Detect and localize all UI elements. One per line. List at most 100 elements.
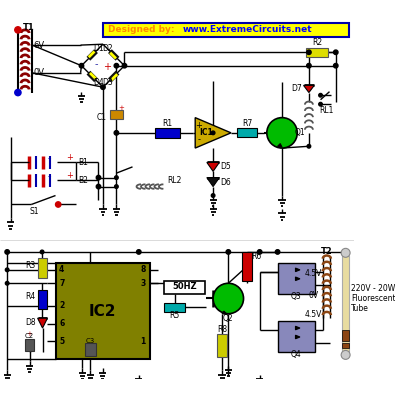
Text: 220V - 20W
Fluorescent
Tube: 220V - 20W Fluorescent Tube	[351, 284, 395, 313]
Text: -: -	[47, 153, 51, 163]
Text: T2: T2	[321, 248, 333, 256]
Text: C2: C2	[25, 333, 34, 339]
Bar	[342, 343, 349, 348]
Text: B1: B1	[78, 158, 88, 167]
Text: +: +	[66, 154, 73, 162]
Text: Q4: Q4	[291, 350, 302, 359]
Polygon shape	[295, 335, 300, 339]
Bar	[38, 290, 47, 309]
Circle shape	[267, 118, 297, 148]
Text: 6V: 6V	[34, 41, 45, 50]
Text: -: -	[94, 59, 98, 69]
Text: www.ExtremeCircuits.net: www.ExtremeCircuits.net	[182, 25, 312, 34]
Text: 0V: 0V	[34, 68, 45, 77]
Circle shape	[226, 250, 231, 254]
Circle shape	[96, 175, 101, 180]
Text: +: +	[118, 105, 124, 111]
Text: D1: D1	[93, 44, 104, 53]
Polygon shape	[195, 118, 231, 148]
Text: 1: 1	[141, 337, 146, 346]
Circle shape	[5, 250, 9, 254]
Text: 5: 5	[59, 337, 64, 346]
Text: D5: D5	[220, 162, 231, 171]
Bar	[342, 330, 349, 340]
Text: B2: B2	[78, 176, 88, 185]
Bar	[38, 258, 47, 278]
Text: 4: 4	[59, 265, 64, 274]
Text: T1: T1	[23, 23, 34, 32]
Text: 0V: 0V	[308, 291, 318, 300]
Text: D4: D4	[93, 78, 104, 87]
Bar	[164, 280, 205, 294]
Bar	[242, 252, 252, 280]
Text: C1: C1	[97, 113, 107, 122]
Circle shape	[333, 50, 338, 54]
Circle shape	[307, 144, 311, 148]
Text: R8: R8	[217, 325, 227, 334]
Text: 2: 2	[59, 301, 64, 310]
Text: +: +	[196, 121, 202, 130]
Circle shape	[213, 283, 244, 314]
Circle shape	[122, 64, 127, 68]
Circle shape	[333, 64, 338, 68]
Bar	[237, 128, 257, 137]
Circle shape	[79, 64, 84, 68]
Text: R1: R1	[162, 119, 173, 128]
Circle shape	[258, 250, 262, 254]
Polygon shape	[222, 311, 228, 315]
Circle shape	[211, 194, 215, 197]
Text: R6: R6	[251, 252, 261, 261]
Bar	[278, 263, 315, 294]
Text: +: +	[66, 171, 73, 180]
Circle shape	[275, 250, 280, 254]
Circle shape	[40, 250, 44, 254]
Text: IC1: IC1	[199, 128, 213, 137]
Bar	[87, 71, 98, 82]
Circle shape	[114, 64, 118, 68]
Circle shape	[307, 64, 311, 68]
Bar	[25, 339, 34, 351]
Circle shape	[137, 250, 141, 254]
Circle shape	[101, 85, 105, 90]
Bar	[87, 49, 98, 61]
Bar	[217, 334, 228, 357]
Text: D6: D6	[220, 178, 231, 186]
Text: RL2: RL2	[167, 176, 182, 185]
Bar	[164, 303, 185, 312]
Bar	[85, 343, 96, 356]
Text: 4.5V: 4.5V	[305, 310, 322, 319]
Text: 7: 7	[59, 279, 64, 288]
Text: Q3: Q3	[291, 292, 302, 301]
Circle shape	[6, 268, 9, 272]
Circle shape	[341, 248, 350, 257]
Circle shape	[114, 131, 118, 135]
Text: R4: R4	[25, 292, 36, 301]
Text: +: +	[26, 331, 32, 337]
Circle shape	[307, 50, 311, 54]
Circle shape	[15, 90, 21, 96]
Bar	[110, 110, 123, 120]
Text: -: -	[47, 171, 51, 181]
Circle shape	[115, 185, 118, 188]
Polygon shape	[295, 326, 300, 330]
Polygon shape	[295, 277, 300, 280]
Text: R3: R3	[25, 261, 36, 270]
Circle shape	[15, 27, 21, 33]
Text: RL1: RL1	[320, 106, 334, 115]
Text: R5: R5	[169, 311, 180, 320]
Text: R7: R7	[242, 119, 252, 128]
Circle shape	[115, 176, 118, 180]
Circle shape	[6, 282, 9, 285]
Bar	[56, 263, 150, 359]
Circle shape	[211, 131, 215, 135]
Polygon shape	[207, 178, 219, 186]
Text: 8: 8	[141, 265, 146, 274]
Text: 6: 6	[59, 319, 64, 328]
Bar	[108, 49, 119, 61]
Circle shape	[341, 350, 350, 359]
Text: R2: R2	[312, 38, 322, 47]
Text: 4.5V: 4.5V	[305, 269, 322, 278]
Bar	[342, 256, 349, 352]
Text: IC2: IC2	[89, 304, 116, 318]
Text: -: -	[197, 136, 200, 144]
